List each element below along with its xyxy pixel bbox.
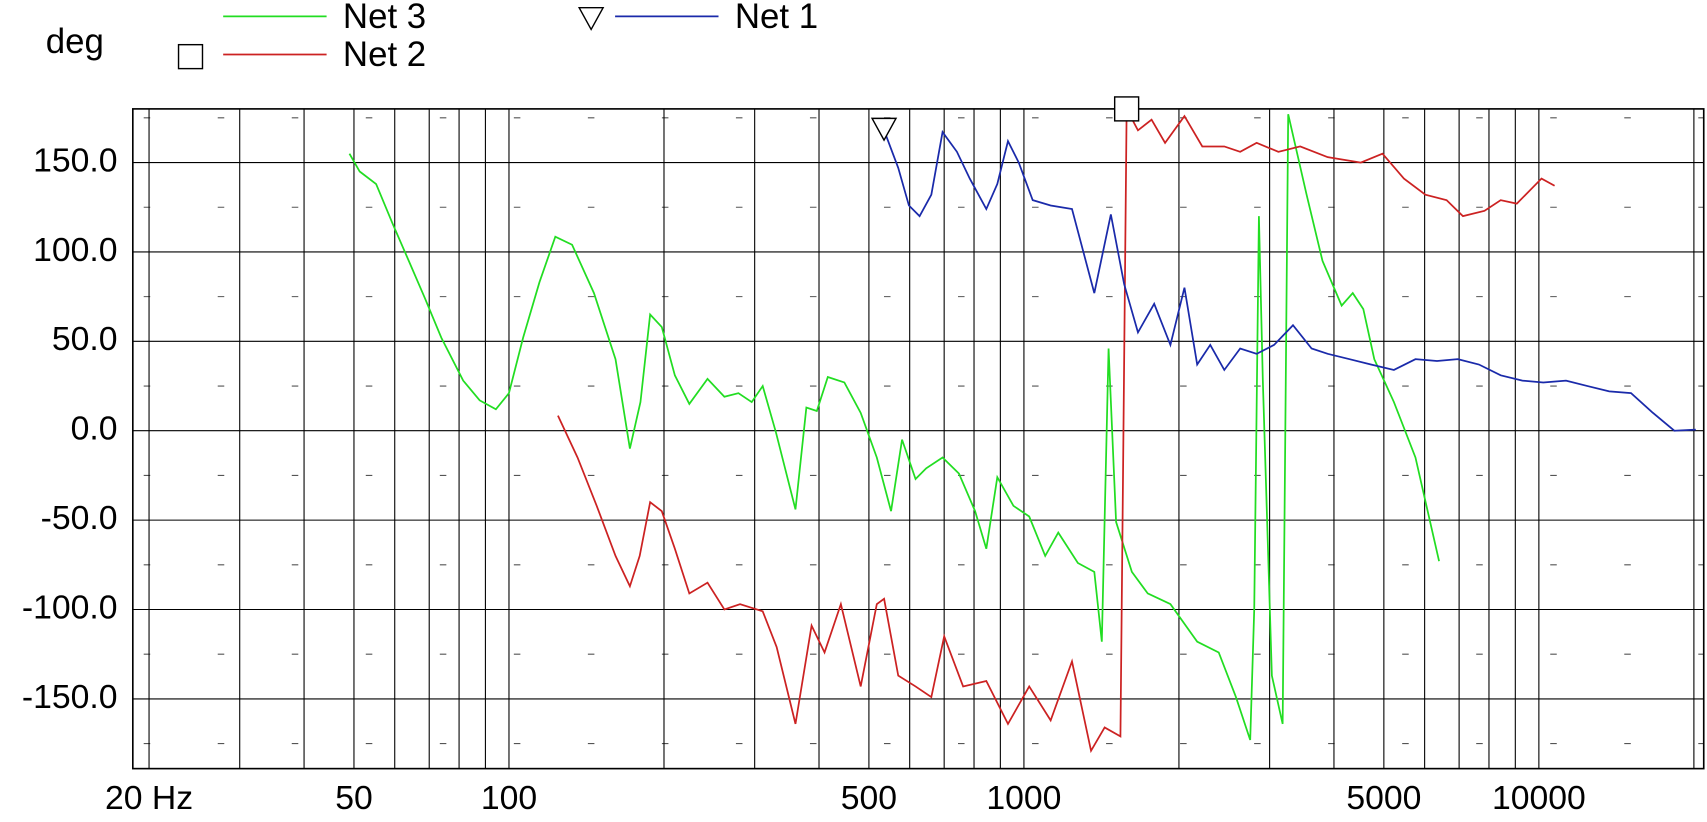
y-tick-label: -150.0 xyxy=(22,678,118,716)
x-tick-label: 5000 xyxy=(1346,779,1421,817)
x-tick-label: 50 xyxy=(335,779,373,817)
y-tick-label: 50.0 xyxy=(52,320,118,358)
legend-label: Net 3 xyxy=(343,0,426,36)
x-tick-label: 100 xyxy=(481,779,537,817)
legend-marker xyxy=(577,6,605,31)
x-tick-label: 1000 xyxy=(986,779,1061,817)
y-tick-label: -50.0 xyxy=(41,499,118,537)
series-line xyxy=(348,114,1440,741)
x-tick-label: 10000 xyxy=(1492,779,1586,817)
legend-label: Net 1 xyxy=(735,0,818,36)
y-tick-label: 100.0 xyxy=(33,231,117,269)
y-tick-label: 150.0 xyxy=(33,141,117,179)
y-tick-label: -100.0 xyxy=(22,588,118,626)
series-line xyxy=(883,129,1696,432)
cursor-marker xyxy=(870,117,898,142)
cursor-marker xyxy=(1113,96,1140,122)
plot-frame xyxy=(131,108,1705,770)
y-axis-label: deg xyxy=(46,22,104,61)
series-line xyxy=(557,108,1556,754)
x-tick-label: 20 Hz xyxy=(105,779,193,817)
legend-label: Net 2 xyxy=(343,35,426,74)
legend-marker xyxy=(177,43,204,70)
x-tick-label: 500 xyxy=(841,779,897,817)
y-tick-label: 0.0 xyxy=(71,410,118,448)
